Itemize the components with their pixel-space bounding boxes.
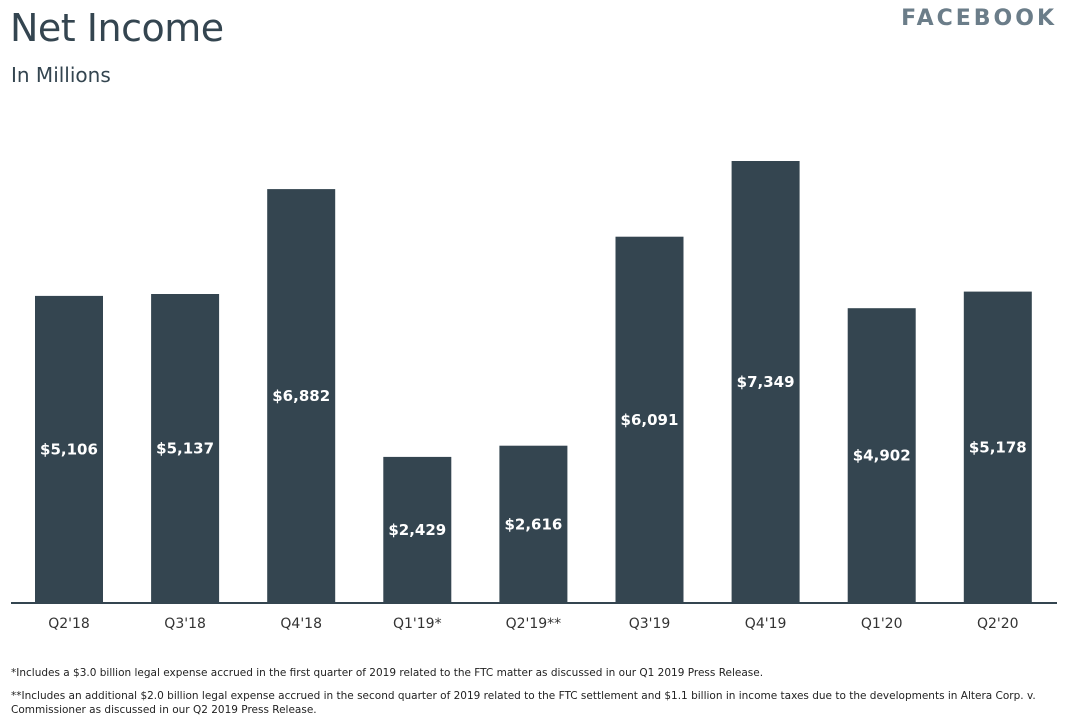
bar-0 bbox=[35, 295, 103, 603]
x-tick-label-6: Q4'19 bbox=[745, 616, 787, 632]
bar-7 bbox=[847, 308, 916, 603]
footnote-1: *Includes a $3.0 billion legal expense a… bbox=[11, 667, 764, 679]
bar-value-label-1: $5,137 bbox=[156, 440, 214, 458]
bar-value-label-8: $5,178 bbox=[969, 438, 1027, 456]
net-income-bar-chart: $5,106 Q2'18 $5,137 Q3'18 $6,882 Q4'18 $2,429 Q… bbox=[11, 161, 1057, 632]
page-subtitle: In Millions bbox=[11, 63, 111, 87]
bar-value-label-2: $6,882 bbox=[272, 387, 330, 405]
x-tick-label-7: Q1'20 bbox=[861, 616, 903, 632]
bar-5 bbox=[615, 236, 684, 603]
page-title: Net Income bbox=[10, 6, 224, 50]
bar-3 bbox=[383, 456, 452, 603]
bar-8 bbox=[963, 291, 1032, 603]
x-tick-label-1: Q3'18 bbox=[164, 616, 206, 632]
bar-value-label-5: $6,091 bbox=[621, 411, 679, 429]
bar-value-label-0: $5,106 bbox=[40, 441, 98, 459]
x-tick-label-0: Q2'18 bbox=[48, 616, 90, 632]
facebook-logo: FACEBOOK bbox=[901, 6, 1057, 31]
x-tick-label-2: Q4'18 bbox=[280, 616, 322, 632]
x-tick-label-8: Q2'20 bbox=[977, 616, 1019, 632]
footnote-2: **Includes an additional $2.0 billion le… bbox=[11, 690, 1036, 716]
bar-value-label-7: $4,902 bbox=[853, 447, 911, 465]
bar-2 bbox=[267, 189, 336, 603]
bar-1 bbox=[151, 294, 220, 603]
bar-value-label-3: $2,429 bbox=[388, 521, 446, 539]
x-tick-label-4: Q2'19** bbox=[506, 616, 562, 632]
bar-value-label-4: $2,616 bbox=[504, 515, 562, 533]
x-tick-label-3: Q1'19* bbox=[393, 616, 442, 632]
bar-6 bbox=[731, 161, 800, 603]
bar-value-label-6: $7,349 bbox=[737, 373, 795, 391]
x-tick-label-5: Q3'19 bbox=[629, 616, 671, 632]
bar-4 bbox=[499, 445, 568, 603]
